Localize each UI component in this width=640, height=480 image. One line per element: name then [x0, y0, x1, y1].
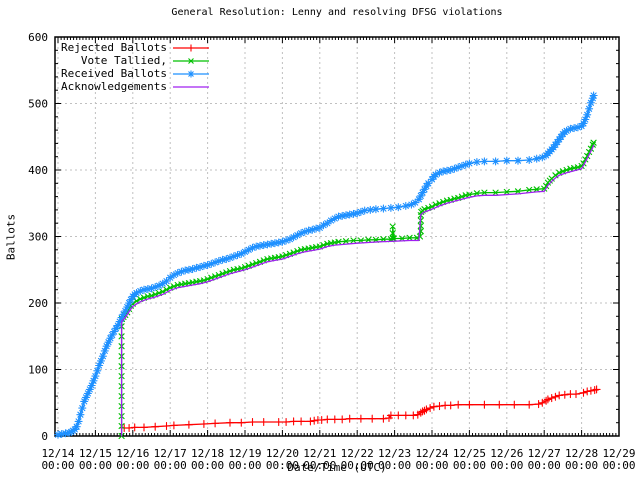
x-tick-time-label: 00:00	[341, 459, 374, 472]
legend-label: Received Ballots	[61, 67, 167, 80]
series-rejected-ballots	[120, 385, 601, 433]
x-tick-time-label: 00:00	[378, 459, 411, 472]
x-tick-time-label: 00:00	[565, 459, 598, 472]
legend-item-acknowledgements: Acknowledgements	[57, 80, 209, 93]
x-tick-time-label: 00:00	[303, 459, 336, 472]
legend-label: Acknowledgements	[61, 80, 167, 93]
legend-label: Rejected Ballots	[61, 41, 167, 54]
x-tick-label: 12/21	[303, 447, 336, 460]
x-tick-time-label: 00:00	[228, 459, 261, 472]
x-tick-time-label: 00:00	[266, 459, 299, 472]
x-tick-time-label: 00:00	[154, 459, 187, 472]
x-tick-time-label: 00:00	[528, 459, 561, 472]
line-marker-icon	[173, 86, 209, 88]
y-tick-label: 200	[28, 297, 48, 310]
x-tick-time-label: 00:00	[453, 459, 486, 472]
series-received-ballots	[53, 91, 598, 439]
x-tick-time-label: 00:00	[415, 459, 448, 472]
y-tick-label: 0	[41, 430, 48, 443]
x-tick-label: 12/25	[453, 447, 486, 460]
x-tick-time-label: 00:00	[116, 459, 149, 472]
x-tick-label: 12/16	[116, 447, 149, 460]
plus-marker-icon	[173, 44, 209, 52]
x-tick-labels: 12/1400:0012/1500:0012/1600:0012/1700:00…	[41, 447, 635, 472]
axis-ticks	[55, 36, 620, 437]
x-tick-time-label: 00:00	[191, 459, 224, 472]
y-tick-label: 400	[28, 164, 48, 177]
series-acknowledgements	[120, 144, 595, 437]
x-tick-time-label: 00:00	[41, 459, 74, 472]
x-tick-label: 12/29	[602, 447, 635, 460]
y-tick-label: 100	[28, 364, 48, 377]
cross-marker-icon	[173, 58, 209, 64]
x-tick-label: 12/15	[79, 447, 112, 460]
legend-item-received-ballots: Received Ballots	[57, 67, 209, 80]
x-tick-label: 12/18	[191, 447, 224, 460]
x-tick-label: 12/24	[415, 447, 448, 460]
x-tick-label: 12/14	[41, 447, 74, 460]
x-tick-label: 12/23	[378, 447, 411, 460]
plot-border	[54, 36, 620, 437]
x-tick-label: 12/26	[490, 447, 523, 460]
chart-title: General Resolution: Lenny and resolving …	[171, 7, 503, 18]
x-tick-label: 12/27	[528, 447, 561, 460]
grid-lines	[55, 36, 620, 437]
x-tick-label: 12/28	[565, 447, 598, 460]
x-tick-label: 12/22	[341, 447, 374, 460]
legend-item-vote-tallied: Vote Tallied,	[57, 54, 209, 67]
x-tick-time-label: 00:00	[602, 459, 635, 472]
legend-item-rejected-ballots: Rejected Ballots	[57, 41, 209, 54]
x-tick-label: 12/20	[266, 447, 299, 460]
x-tick-time-label: 00:00	[79, 459, 112, 472]
x-tick-label: 12/17	[154, 447, 187, 460]
x-axis-title: Date/Time (UTC)	[287, 461, 387, 474]
y-tick-label: 600	[28, 31, 48, 44]
x-tick-label: 12/19	[228, 447, 261, 460]
y-tick-label: 500	[28, 98, 48, 111]
legend-label: Vote Tallied,	[80, 54, 167, 67]
legend: Rejected Ballots Vote Tallied, Received …	[57, 41, 209, 93]
y-tick-label: 300	[28, 231, 48, 244]
y-tick-labels: 0 100 200 300 400 500 600	[28, 31, 48, 443]
x-tick-time-label: 00:00	[490, 459, 523, 472]
asterisk-marker-icon	[173, 70, 209, 78]
